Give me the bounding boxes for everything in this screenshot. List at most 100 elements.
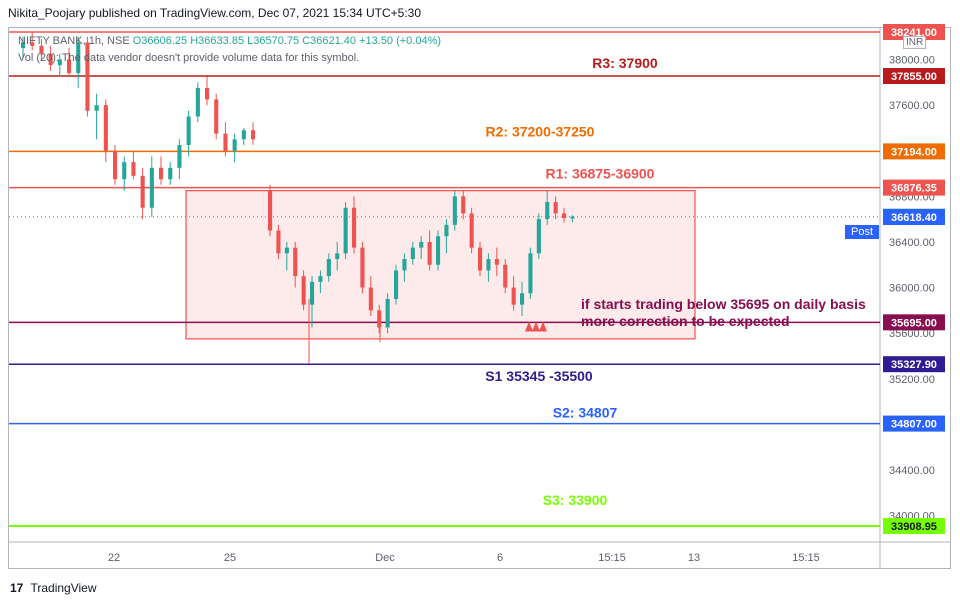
x-tick-label: 22	[108, 552, 120, 564]
candle-body	[195, 87, 200, 117]
candle-body	[352, 207, 357, 248]
price-tag-post: 36618.40	[891, 212, 937, 224]
price-tag-s2-bg	[883, 415, 945, 432]
candle-body	[478, 247, 483, 271]
symbol-label: NIFTY BANK, 1h, NSE	[18, 35, 130, 47]
y-tick-label: 37600.00	[889, 100, 935, 112]
candle-body	[113, 150, 118, 180]
x-tick-label: 15:15	[598, 552, 626, 564]
price-tag-r3: 37855.00	[891, 71, 937, 83]
y-tick-label: 35600.00	[889, 328, 935, 340]
candle-body	[131, 162, 136, 176]
candle-body	[427, 241, 432, 265]
candle-body	[377, 310, 382, 328]
y-tick-label: 36000.00	[889, 283, 935, 295]
candle-body	[494, 259, 499, 265]
candle-body	[301, 276, 306, 305]
symbol-legend: NIFTY BANK, 1h, NSE O36606.25 H36633.85 …	[18, 35, 441, 47]
annotation-line-2: more correction to be expected	[581, 313, 790, 329]
candle-body	[57, 59, 62, 66]
candle-body	[251, 130, 256, 140]
candle-body	[67, 59, 72, 74]
warning-triangle-icon	[539, 321, 547, 332]
candle-body	[511, 287, 516, 305]
price-tag-r1: 36876.35	[891, 183, 937, 195]
level-label-s3: S3: 33900	[543, 492, 608, 508]
candle-body	[444, 224, 449, 237]
candle-body	[276, 230, 281, 254]
candle-body	[360, 247, 365, 288]
candle-body	[284, 247, 289, 254]
y-tick-label: 35200.00	[889, 374, 935, 386]
footer-brand[interactable]: 17 TradingView	[10, 581, 97, 595]
candle-body	[168, 167, 173, 180]
price-tag-top-bg	[883, 24, 945, 40]
ohlc-open: O36606.25	[132, 35, 188, 47]
ohlc-close: C36621.40	[302, 35, 357, 47]
candle-body	[545, 202, 550, 220]
level-label-r3: R3: 37900	[592, 55, 658, 71]
candle-body	[205, 87, 210, 100]
candle-body	[326, 259, 331, 277]
candle-body	[394, 270, 399, 299]
ohlc-high: H36633.85	[190, 35, 245, 47]
price-tag-s3-bg	[883, 518, 945, 534]
candle-body	[293, 247, 298, 277]
candle-body	[159, 167, 164, 180]
candle-body	[486, 259, 491, 271]
post-market-badge: Post	[845, 225, 880, 239]
candle-body	[122, 162, 127, 180]
price-tag-s1: 35327.90	[891, 359, 937, 371]
candle-body	[570, 216, 575, 219]
candle-body	[241, 130, 246, 140]
x-tick-label: 13	[688, 552, 700, 564]
candle-body	[402, 259, 407, 271]
candle-body	[223, 133, 228, 151]
candle-body	[452, 196, 457, 225]
price-tag-s2: 34807.00	[891, 419, 937, 431]
volume-note: Vol (20): The data vendor doesn't provid…	[18, 52, 360, 64]
candle-body	[85, 42, 90, 111]
x-tick-label: 6	[497, 552, 503, 564]
x-tick-label: 15:15	[792, 552, 820, 564]
price-tag-r3-bg	[883, 68, 945, 85]
candle-body	[149, 167, 154, 208]
candle-body	[214, 99, 219, 134]
warning-triangle-icon	[532, 321, 540, 332]
candle-body	[410, 247, 415, 260]
x-tick-label: 25	[224, 552, 236, 564]
price-tag-trigger-bg	[883, 314, 945, 331]
candle-body	[368, 287, 373, 311]
chart-area[interactable]	[8, 27, 951, 569]
candle-body	[520, 293, 525, 305]
candle-body	[419, 241, 424, 248]
candle-body	[318, 276, 323, 282]
candle-body	[268, 190, 273, 231]
publish-header: Nikita_Poojary published on TradingView.…	[8, 6, 422, 20]
price-tag-s1-bg	[883, 356, 945, 373]
candle-body	[536, 219, 541, 254]
candle-body	[39, 45, 44, 54]
candle-body	[76, 42, 81, 74]
x-tick-label: Dec	[375, 552, 395, 564]
currency-badge[interactable]: INR	[903, 36, 927, 49]
candle-body	[553, 202, 558, 214]
level-label-r1: R1: 36875-36900	[546, 166, 655, 182]
ohlc-change: +13.50 (+0.04%)	[359, 35, 442, 47]
candle-body	[30, 42, 35, 46]
candle-body	[310, 281, 315, 305]
candle-body	[103, 105, 108, 151]
candle-body	[94, 105, 99, 111]
candle-body	[186, 116, 191, 146]
candle-body	[528, 253, 533, 294]
brand-name: TradingView	[30, 581, 97, 595]
candle-body	[48, 53, 53, 66]
candle-body	[385, 298, 390, 328]
price-tag-r2-bg	[883, 143, 945, 160]
annotation-line-1: if starts trading below 35695 on daily b…	[581, 296, 866, 312]
y-tick-label: 38000.00	[889, 54, 935, 66]
price-tag-r2: 37194.00	[891, 146, 937, 158]
candle-body	[21, 42, 26, 49]
